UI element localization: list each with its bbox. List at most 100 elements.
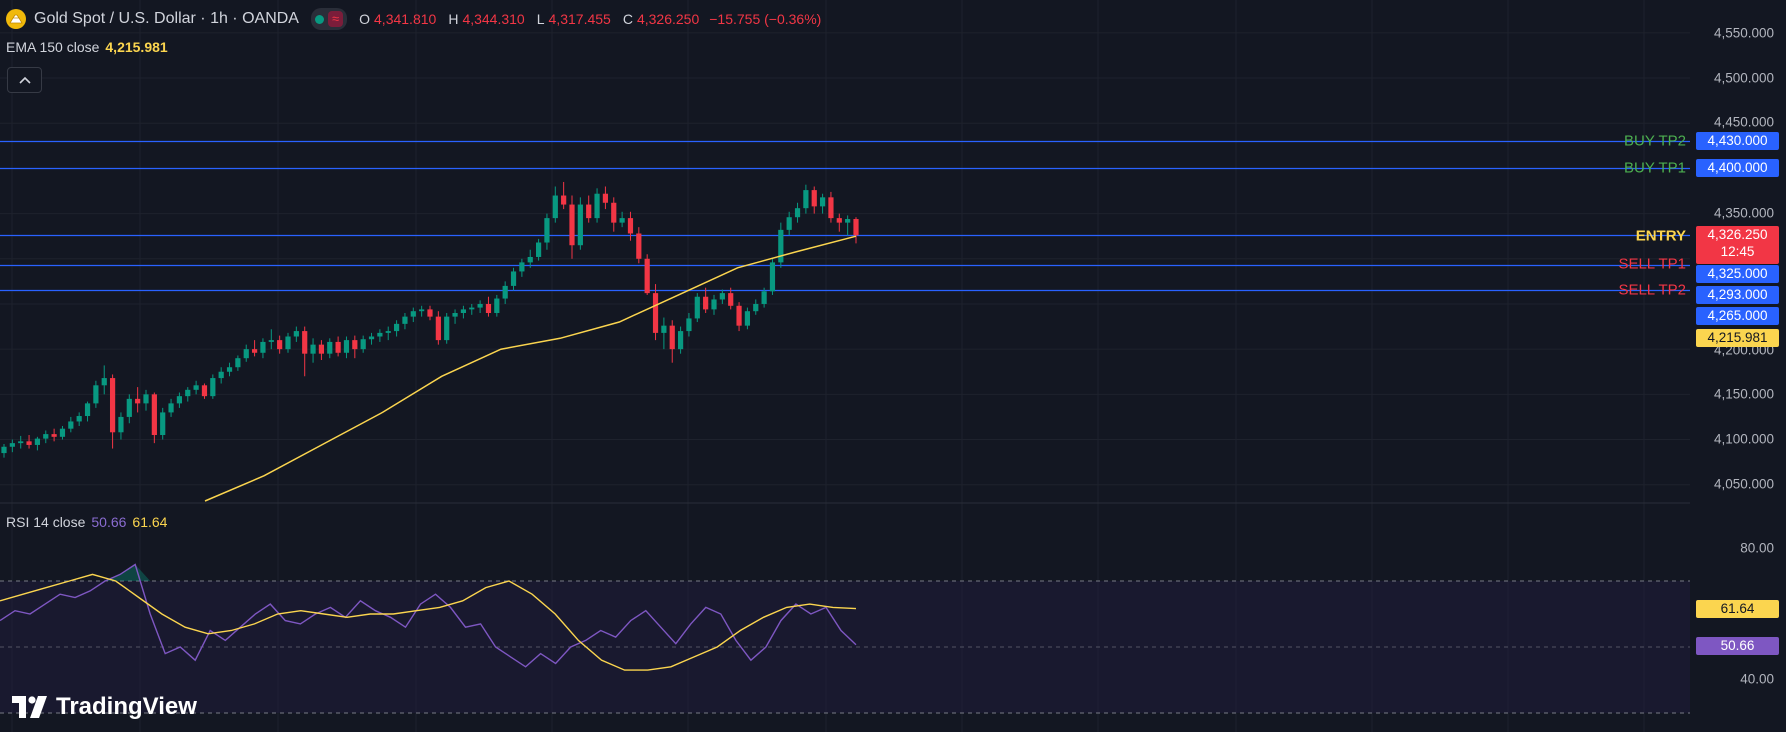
sell-tp1-label[interactable]: SELL TP1 — [1618, 255, 1686, 273]
symbol-header[interactable]: Gold Spot / U.S. Dollar · 1h · OANDA ≈ O… — [6, 7, 827, 31]
candle-body — [485, 303, 492, 314]
candle-body — [686, 318, 692, 332]
candle-body — [778, 229, 784, 263]
candle-body — [1, 446, 7, 454]
candle-body — [243, 349, 249, 359]
candle-body — [828, 197, 834, 219]
candle-body — [84, 403, 91, 417]
candle-body — [494, 298, 500, 314]
sell-tp1-price-tag[interactable]: 4,293.000 — [1696, 286, 1779, 304]
candle-body — [210, 378, 216, 397]
buy-tp2-label[interactable]: BUY TP2 — [1624, 132, 1686, 150]
price-axis-label[interactable]: 4,350.000 — [1713, 205, 1774, 221]
high-label: H — [448, 11, 459, 27]
ema-value: 4,215.981 — [105, 39, 168, 55]
candle-body — [393, 323, 400, 332]
candle-body — [293, 331, 299, 337]
low-value: 4,317.455 — [548, 11, 611, 27]
candle-body — [93, 385, 99, 404]
symbol-title[interactable]: Gold Spot / U.S. Dollar · 1h · OANDA — [34, 10, 299, 27]
candle-body — [176, 396, 183, 404]
candle-body — [469, 307, 475, 310]
candle-body — [761, 291, 767, 304]
candle-body — [335, 341, 341, 353]
candle-body — [552, 195, 558, 219]
candle-body — [218, 371, 224, 379]
candle-body — [34, 438, 41, 445]
ema-line — [204, 235, 857, 502]
candle-body — [527, 256, 533, 263]
candle-body — [318, 344, 325, 354]
candle-body — [235, 358, 241, 368]
tradingview-watermark: TradingView — [12, 693, 197, 721]
rsi-ma-price-tag[interactable]: 61.64 — [1696, 600, 1779, 618]
low-label: L — [536, 11, 545, 27]
candle-body — [151, 394, 157, 436]
buy-tp1-label[interactable]: BUY TP1 — [1624, 159, 1686, 177]
rsi-legend[interactable]: RSI 14 close 50.66 61.64 — [6, 514, 167, 530]
candle-body — [803, 190, 809, 209]
rsi-axis-label[interactable]: 80.00 — [1740, 540, 1774, 556]
candle-body — [719, 293, 725, 300]
candle-body — [535, 242, 542, 257]
candle-body — [135, 398, 141, 404]
price-axis-label[interactable]: 4,450.000 — [1713, 114, 1774, 130]
price-axis-label[interactable]: 4,550.000 — [1713, 25, 1774, 41]
price-axis-label[interactable]: 4,500.000 — [1713, 70, 1774, 86]
tradingview-logo-icon — [12, 696, 47, 718]
candle-body — [168, 403, 174, 413]
candle-body — [268, 340, 274, 342]
candle-body — [736, 305, 742, 326]
candle-body — [160, 412, 166, 436]
change-value: −15.755 (−0.36%) — [709, 11, 822, 27]
ema-price-tag[interactable]: 4,215.981 — [1696, 329, 1779, 347]
candle-body — [502, 285, 508, 299]
candle-body — [59, 428, 66, 437]
candle-body — [43, 434, 49, 439]
rsi-axis-label[interactable]: 40.00 — [1740, 671, 1774, 687]
candle-body — [109, 378, 116, 433]
candle-body — [302, 331, 308, 354]
level-lines — [0, 140, 1690, 292]
candle-body — [561, 195, 567, 205]
candle-body — [260, 341, 266, 353]
candle-body — [368, 336, 375, 340]
candle-body — [360, 339, 366, 350]
candle-body — [410, 311, 416, 317]
chevron-up-icon — [18, 76, 31, 84]
price-axis-label[interactable]: 4,100.000 — [1713, 431, 1774, 447]
candle-body — [201, 385, 208, 397]
candle-body — [143, 394, 149, 404]
candle-body — [619, 218, 625, 223]
candle-body — [419, 309, 425, 312]
ema-legend[interactable]: EMA 150 close 4,215.981 — [6, 39, 168, 55]
market-status[interactable]: ≈ — [310, 8, 348, 30]
candle-body — [594, 193, 600, 219]
candle-body — [836, 218, 842, 223]
candle-body — [544, 218, 550, 243]
candle-body — [728, 293, 734, 306]
buy-tp1-price-tag[interactable]: 4,400.000 — [1696, 159, 1779, 177]
sell-tp2-label[interactable]: SELL TP2 — [1618, 281, 1686, 299]
candle-body — [68, 421, 74, 429]
current-price-tag[interactable]: 4,326.250 12:45 — [1696, 226, 1779, 264]
price-axis-label[interactable]: 4,150.000 — [1713, 386, 1774, 402]
collapse-legend-button[interactable] — [7, 67, 42, 93]
candle-body — [327, 341, 333, 354]
entry-label[interactable]: ENTRY — [1635, 227, 1686, 245]
candle-body — [285, 336, 291, 350]
sell-tp2-price-tag[interactable]: 4,265.000 — [1696, 307, 1779, 325]
rsi-label: RSI 14 close — [6, 514, 86, 530]
candle-body — [569, 204, 575, 246]
candle-body — [711, 299, 717, 310]
candle-body — [627, 218, 634, 234]
level-price-tag[interactable]: 4,325.000 — [1696, 265, 1779, 283]
candle-body — [510, 271, 517, 286]
candle-body — [101, 378, 107, 386]
rsi-price-tag[interactable]: 50.66 — [1696, 637, 1779, 655]
candle-body — [26, 441, 32, 445]
candle-body — [126, 398, 132, 417]
buy-tp2-price-tag[interactable]: 4,430.000 — [1696, 132, 1779, 150]
price-axis-label[interactable]: 4,050.000 — [1713, 476, 1774, 492]
